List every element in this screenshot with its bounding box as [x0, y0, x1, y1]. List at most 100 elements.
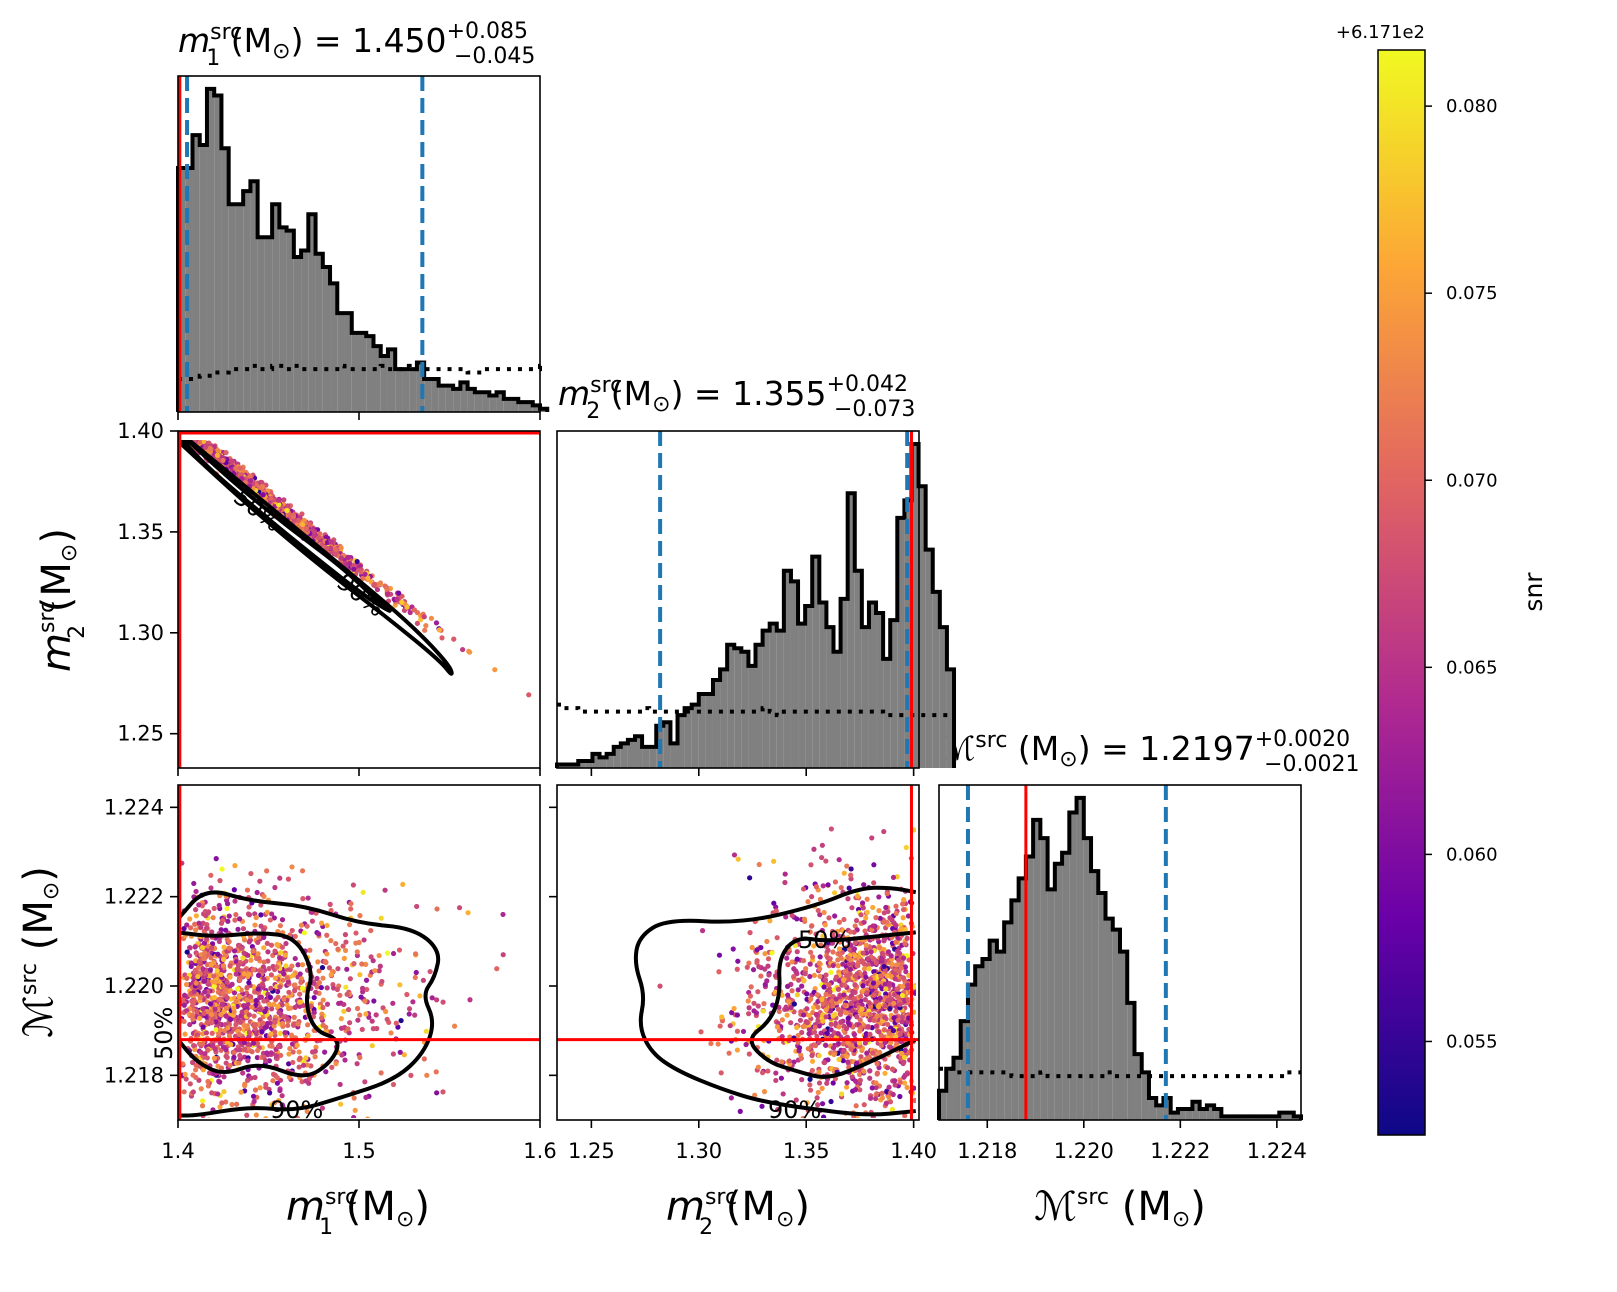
m1-mc-point	[261, 998, 267, 1004]
m2-y-tick-label: 1.30	[117, 621, 164, 645]
m2-mc-point	[786, 1058, 792, 1064]
m1-mc-point	[308, 1147, 313, 1152]
m1-mc-point	[440, 1089, 446, 1095]
m1-mc-point	[298, 975, 304, 982]
m2-mc-point	[883, 904, 889, 911]
m1-mc-point	[341, 955, 347, 961]
m1-m2-point	[324, 545, 330, 552]
m1-mc-point	[252, 1074, 258, 1081]
m1-mc-point	[217, 1079, 223, 1085]
mc-marginal-bar	[1105, 918, 1113, 1120]
m2-mc-point	[889, 1106, 895, 1113]
m1-mc-point	[219, 1100, 225, 1106]
m1-mc-point	[246, 1012, 252, 1018]
m2-mc-point	[812, 1043, 819, 1049]
m1-mc-point	[258, 912, 264, 918]
m1-mc-point	[181, 1089, 187, 1095]
m2-mc-point	[698, 1029, 704, 1035]
m2-y-tick-label: 1.35	[117, 520, 164, 544]
m2-mc-point	[900, 915, 906, 921]
m1-mc-point	[250, 948, 256, 954]
m1-mc-point	[269, 1101, 275, 1108]
m2-mc-frame	[556, 784, 920, 1121]
m1-m2-point	[439, 635, 445, 641]
ylabel-m2: msrc 2 (M⊙)	[34, 528, 90, 672]
m2-mc-point	[890, 1091, 896, 1098]
m1-mc-point	[191, 998, 198, 1004]
m2-mc-point	[830, 931, 836, 938]
m1-marginal-bar	[532, 405, 540, 412]
m1-mc-point	[289, 864, 295, 870]
m1-mc-point	[363, 977, 370, 983]
m1-mc-point	[196, 902, 202, 908]
m2-mc-point	[774, 1024, 780, 1030]
m2-mc-point	[847, 929, 854, 935]
m1-mc-point	[241, 1039, 248, 1046]
m2-mc-point	[796, 1045, 803, 1051]
m2-mc-point	[810, 1004, 817, 1011]
m2-mc-point	[912, 990, 916, 996]
m1-mc-point	[269, 911, 275, 917]
m1-mc-point	[198, 1049, 204, 1055]
m2-mc-point	[867, 1031, 873, 1037]
m1-mc-point	[215, 1091, 221, 1097]
m1-mc-point	[341, 1008, 347, 1014]
m2-mc-point	[804, 996, 810, 1002]
m1-mc-point	[271, 915, 277, 921]
m2-mc-point	[747, 875, 753, 881]
m1-m2-point	[384, 590, 391, 596]
m1-mc-point	[211, 983, 217, 989]
m1-m2-point	[189, 440, 192, 441]
m1-x-tick-label: 1.5	[342, 1139, 375, 1163]
m2-mc-point	[791, 966, 797, 972]
m1-m2-point	[428, 615, 435, 621]
m2-mc-point	[902, 927, 909, 933]
m1-mc-point	[206, 909, 212, 915]
m1-mc-point	[226, 913, 232, 919]
m1-mc-point	[376, 952, 382, 959]
m1-mc-point	[340, 943, 346, 949]
mc-marginal-bar	[939, 1090, 947, 1120]
m1-m2-point	[200, 440, 207, 445]
m1-mc-point	[233, 1021, 239, 1028]
m1-mc-point	[207, 1117, 211, 1118]
m2-mc-point	[899, 992, 905, 999]
m2-mc-point	[784, 983, 791, 990]
m2-mc-point	[903, 969, 909, 975]
m2-mc-point	[735, 958, 741, 964]
m2-mc-point	[808, 862, 814, 868]
m2-mc-point	[815, 998, 821, 1005]
m1-m2-point	[187, 440, 190, 441]
m1-mc-point	[378, 1070, 384, 1076]
m1-mc-point	[272, 975, 278, 981]
m1-marginal-bar	[366, 336, 374, 412]
m2-mc-point	[819, 854, 825, 861]
mc-marginal-bar	[1177, 1109, 1186, 1120]
m1-mc-point	[354, 1061, 360, 1067]
m2-mc-point	[817, 973, 823, 979]
mc-marginal-bar	[1112, 929, 1120, 1120]
m2-mc-point	[750, 967, 757, 973]
m2-mc-point	[873, 999, 879, 1005]
m1-m2-plot-area	[178, 440, 532, 698]
m1-mc-point	[500, 911, 506, 918]
m1-mc-point	[223, 1053, 229, 1059]
m1-m2-contour-50	[179, 440, 392, 613]
m2-mc-point	[878, 1127, 883, 1132]
mc-marginal-bar	[1025, 856, 1034, 1120]
title-m1: msrc 1 (M⊙) = 1.450+0.085 −0.045	[178, 19, 535, 71]
m2-mc-point	[815, 1089, 821, 1096]
m1-mc-point	[307, 947, 313, 953]
m1-mc-point	[204, 1055, 210, 1061]
m1-mc-point	[195, 1143, 200, 1148]
m1-mc-point	[279, 1093, 285, 1099]
m2-mc-point	[800, 886, 807, 892]
m2-marginal-bar	[932, 591, 940, 768]
m2-mc-point	[854, 1060, 860, 1066]
m2-mc-point	[746, 1005, 752, 1011]
m1-mc-point	[221, 944, 227, 950]
m1-marginal-bar	[214, 95, 222, 413]
m2-mc-point	[877, 945, 883, 951]
m1-marginal-bar	[460, 382, 468, 412]
m1-m2-point	[492, 667, 498, 673]
